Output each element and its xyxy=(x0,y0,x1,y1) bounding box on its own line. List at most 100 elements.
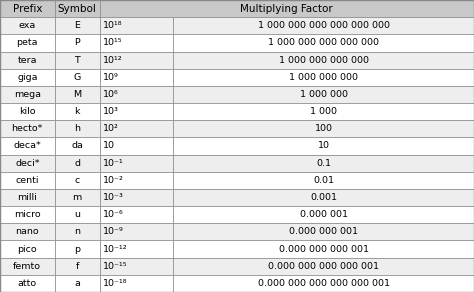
Bar xyxy=(100,275,173,292)
Bar xyxy=(100,172,173,189)
Text: 0.000 000 000 000 000 001: 0.000 000 000 000 000 001 xyxy=(257,279,390,288)
Text: 0.000 001: 0.000 001 xyxy=(300,210,347,219)
Bar xyxy=(100,154,173,172)
Text: da: da xyxy=(71,142,83,150)
Text: 10⁻²: 10⁻² xyxy=(103,176,124,185)
Text: pico: pico xyxy=(18,245,37,253)
Text: 1 000 000: 1 000 000 xyxy=(300,90,347,99)
Text: 0.000 000 000 001: 0.000 000 000 001 xyxy=(279,245,368,253)
Bar xyxy=(173,69,474,86)
Bar xyxy=(55,258,100,275)
Bar xyxy=(173,86,474,103)
Bar xyxy=(100,258,173,275)
Text: 1 000 000 000 000 000 000: 1 000 000 000 000 000 000 xyxy=(257,21,390,30)
Text: 1 000 000 000 000: 1 000 000 000 000 xyxy=(279,55,368,65)
Text: 0.001: 0.001 xyxy=(310,193,337,202)
Bar xyxy=(0,51,55,69)
Bar xyxy=(55,17,100,34)
Text: 10⁶: 10⁶ xyxy=(103,90,119,99)
Bar xyxy=(0,103,55,120)
Text: Symbol: Symbol xyxy=(57,4,97,14)
Bar xyxy=(100,120,173,138)
Bar xyxy=(100,17,173,34)
Text: nano: nano xyxy=(16,227,39,237)
Bar xyxy=(55,275,100,292)
Text: Prefix: Prefix xyxy=(12,4,42,14)
Text: 10⁻¹⁵: 10⁻¹⁵ xyxy=(103,262,128,271)
Bar xyxy=(0,17,55,34)
Text: m: m xyxy=(73,193,82,202)
Bar xyxy=(173,17,474,34)
Bar xyxy=(55,120,100,138)
Bar xyxy=(173,34,474,51)
Text: 10⁻⁶: 10⁻⁶ xyxy=(103,210,124,219)
Text: Multiplying Factor: Multiplying Factor xyxy=(240,4,333,14)
Bar xyxy=(100,206,173,223)
Text: hecto*: hecto* xyxy=(11,124,43,133)
Bar xyxy=(55,69,100,86)
Text: milli: milli xyxy=(18,193,37,202)
Bar xyxy=(173,206,474,223)
Text: 10: 10 xyxy=(103,142,115,150)
Bar xyxy=(173,103,474,120)
Text: mega: mega xyxy=(14,90,41,99)
Bar xyxy=(173,51,474,69)
Text: 1 000 000 000: 1 000 000 000 xyxy=(289,73,358,82)
Text: 10⁻¹: 10⁻¹ xyxy=(103,159,124,168)
Bar xyxy=(0,154,55,172)
Text: giga: giga xyxy=(17,73,37,82)
Text: n: n xyxy=(74,227,80,237)
Bar xyxy=(100,223,173,241)
Text: d: d xyxy=(74,159,80,168)
Text: 0.01: 0.01 xyxy=(313,176,334,185)
Bar xyxy=(173,154,474,172)
Bar xyxy=(0,120,55,138)
Bar xyxy=(55,51,100,69)
Text: 1 000 000 000 000 000: 1 000 000 000 000 000 xyxy=(268,39,379,47)
Bar xyxy=(173,223,474,241)
Text: atto: atto xyxy=(18,279,37,288)
Bar xyxy=(0,69,55,86)
Text: 10⁻⁹: 10⁻⁹ xyxy=(103,227,124,237)
Bar xyxy=(100,69,173,86)
Bar xyxy=(100,103,173,120)
Text: f: f xyxy=(75,262,79,271)
Bar xyxy=(173,241,474,258)
Text: 0.1: 0.1 xyxy=(316,159,331,168)
Text: 10¹⁵: 10¹⁵ xyxy=(103,39,123,47)
Text: 10¹²: 10¹² xyxy=(103,55,123,65)
Bar xyxy=(173,138,474,154)
Bar xyxy=(100,51,173,69)
Text: 10⁻¹⁸: 10⁻¹⁸ xyxy=(103,279,128,288)
Bar xyxy=(0,241,55,258)
Bar xyxy=(55,241,100,258)
Bar xyxy=(55,103,100,120)
Bar xyxy=(55,206,100,223)
Text: 10⁻³: 10⁻³ xyxy=(103,193,124,202)
Text: a: a xyxy=(74,279,80,288)
Bar xyxy=(55,172,100,189)
Bar xyxy=(55,86,100,103)
Bar xyxy=(0,206,55,223)
Text: femto: femto xyxy=(13,262,41,271)
Bar xyxy=(0,86,55,103)
Bar xyxy=(173,120,474,138)
Bar xyxy=(0,258,55,275)
Text: 10: 10 xyxy=(318,142,329,150)
Text: deci*: deci* xyxy=(15,159,39,168)
Text: exa: exa xyxy=(18,21,36,30)
Bar xyxy=(0,172,55,189)
Bar xyxy=(100,34,173,51)
Text: 10⁹: 10⁹ xyxy=(103,73,119,82)
Text: G: G xyxy=(73,73,81,82)
Bar xyxy=(55,189,100,206)
Text: 10⁻¹²: 10⁻¹² xyxy=(103,245,128,253)
Text: 1 000: 1 000 xyxy=(310,107,337,116)
Bar xyxy=(173,172,474,189)
Bar xyxy=(0,223,55,241)
Text: k: k xyxy=(74,107,80,116)
Bar xyxy=(55,223,100,241)
Bar xyxy=(100,241,173,258)
Text: T: T xyxy=(74,55,80,65)
Text: centi: centi xyxy=(16,176,39,185)
